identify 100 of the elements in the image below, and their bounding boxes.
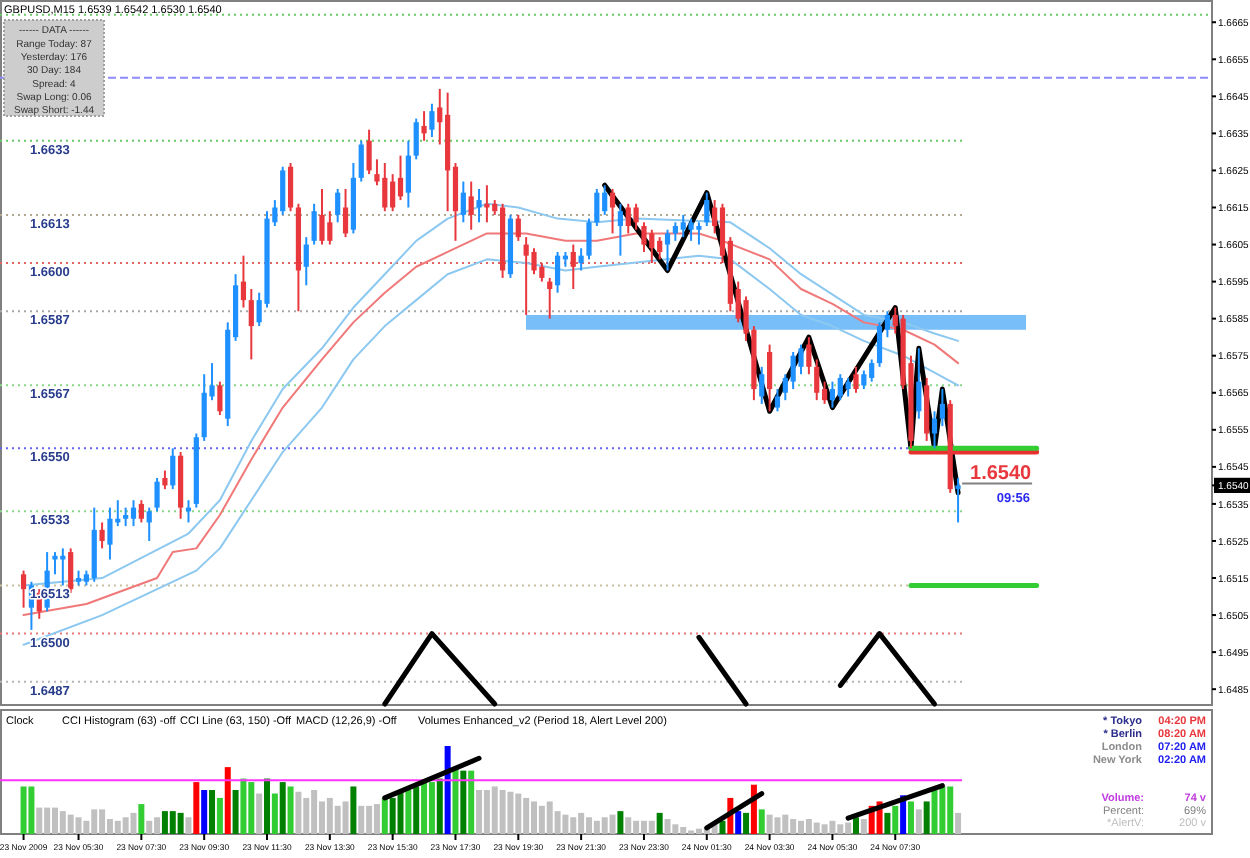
bar — [531, 801, 538, 834]
bar — [609, 814, 616, 834]
candlestick — [280, 165, 286, 216]
bar — [436, 778, 443, 834]
candlestick — [397, 154, 404, 202]
bar — [193, 782, 200, 834]
candlestick — [303, 236, 309, 287]
candlestick — [916, 347, 922, 420]
candlestick — [154, 476, 160, 513]
bar — [821, 824, 828, 834]
candlestick — [327, 210, 333, 246]
bar — [75, 817, 82, 834]
candlestick — [602, 184, 608, 216]
bar — [122, 817, 129, 834]
bar — [248, 782, 255, 834]
candlestick — [641, 221, 647, 253]
candlestick — [869, 358, 875, 383]
candlestick — [625, 202, 631, 235]
bar — [28, 786, 35, 834]
bar — [138, 804, 145, 834]
bar — [413, 786, 420, 834]
candlestick — [578, 247, 584, 272]
candlestick — [876, 321, 883, 368]
bar — [538, 805, 545, 834]
candlestick — [358, 139, 364, 183]
bar — [790, 819, 797, 834]
bar — [656, 812, 663, 834]
candlestick — [405, 139, 411, 209]
candlestick — [774, 388, 781, 413]
candlestick — [688, 217, 694, 242]
bar — [476, 790, 483, 834]
candlestick — [468, 180, 474, 231]
annotation: 1.6540 — [970, 463, 1033, 486]
candlestick — [767, 343, 773, 413]
candlestick — [460, 180, 466, 224]
bar — [130, 812, 137, 834]
bar — [36, 807, 43, 834]
candlestick — [829, 380, 836, 409]
bar — [837, 824, 844, 834]
bar — [405, 790, 412, 834]
candlestick — [609, 187, 616, 235]
candlestick — [664, 228, 671, 272]
bar — [829, 820, 836, 834]
bar — [358, 805, 365, 834]
candlestick — [342, 187, 349, 239]
candlestick — [547, 276, 553, 320]
bar — [154, 817, 161, 834]
bar — [452, 767, 459, 834]
bar — [939, 786, 946, 834]
bar — [845, 822, 852, 834]
candlestick — [52, 551, 58, 576]
bar — [955, 812, 962, 834]
candlestick — [696, 221, 702, 246]
bar — [578, 812, 585, 834]
bar — [334, 805, 341, 834]
bar — [201, 790, 208, 834]
bar — [782, 814, 789, 834]
candlestick — [861, 369, 867, 391]
candlestick — [201, 373, 207, 442]
bar — [947, 786, 954, 834]
bar — [161, 811, 168, 834]
bar — [373, 804, 380, 834]
candlestick — [790, 351, 796, 391]
candlestick — [704, 191, 710, 228]
bar — [460, 770, 467, 834]
bar — [907, 801, 914, 834]
bar — [625, 817, 632, 834]
bar — [923, 801, 930, 834]
bar — [232, 790, 239, 834]
bar — [758, 809, 765, 834]
candlestick — [853, 365, 859, 394]
bar — [311, 790, 318, 834]
candlestick — [554, 250, 561, 294]
bar — [931, 790, 938, 834]
bar — [366, 805, 373, 834]
bar — [892, 805, 899, 834]
candlestick — [162, 469, 168, 491]
candlestick — [170, 447, 176, 491]
candlestick — [421, 110, 427, 142]
bar — [774, 817, 781, 834]
bar — [570, 817, 577, 834]
candlestick — [759, 365, 765, 405]
candlestick — [382, 162, 388, 213]
bar — [209, 790, 216, 834]
bar — [114, 820, 121, 834]
candlestick — [107, 506, 113, 561]
candlestick — [413, 117, 419, 161]
bar — [177, 812, 184, 834]
bar — [805, 819, 812, 834]
bar — [279, 782, 286, 834]
candlestick — [20, 569, 27, 609]
bar — [766, 814, 773, 834]
candlestick — [217, 380, 223, 416]
candlestick — [570, 243, 576, 291]
candlestick — [311, 202, 317, 246]
candlestick — [319, 187, 325, 246]
candlestick — [390, 173, 396, 213]
candlestick — [123, 506, 129, 528]
bar — [633, 820, 640, 834]
candlestick — [657, 236, 663, 261]
